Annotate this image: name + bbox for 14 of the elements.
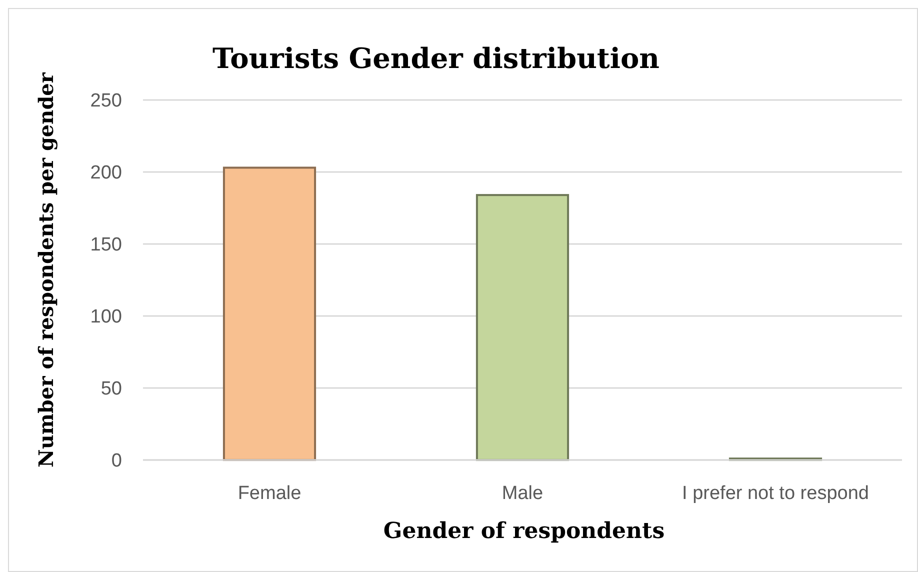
x-tick-label: Female [238,483,302,504]
y-tick-label: 0 [111,450,122,472]
y-tick-label: 250 [90,90,122,112]
bar [222,166,316,461]
chart-title: Tourists Gender distribution [212,42,660,75]
x-axis-title: Gender of respondents [383,518,665,544]
y-axis-title: Number of respondents per gender [34,72,58,468]
x-tick-label: I prefer not to respond [682,483,869,504]
y-tick-label: 150 [90,234,122,256]
y-tick-label: 100 [90,306,122,328]
y-tick-label: 200 [90,162,122,184]
y-tick-label: 50 [100,378,122,400]
x-tick-label: Male [502,483,544,504]
bar [476,194,570,461]
